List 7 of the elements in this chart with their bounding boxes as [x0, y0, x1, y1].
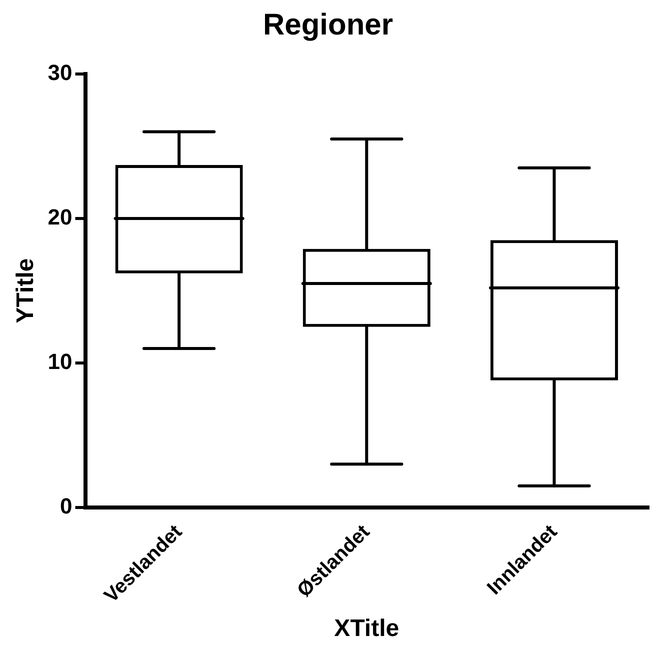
y-tick-label: 0 — [60, 494, 72, 519]
x-axis-title: XTitle — [334, 615, 400, 642]
y-axis-title: YTitle — [12, 258, 40, 324]
chart-title: Regioner — [262, 8, 394, 42]
y-tick-label: 30 — [48, 60, 72, 86]
y-tick-label: 20 — [48, 204, 72, 230]
y-tick-label: 10 — [48, 349, 72, 374]
